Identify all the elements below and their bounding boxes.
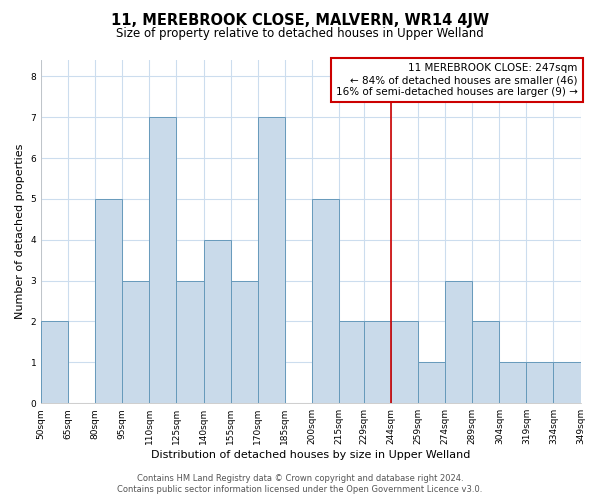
Text: Size of property relative to detached houses in Upper Welland: Size of property relative to detached ho… [116, 28, 484, 40]
Bar [312, 199, 339, 403]
Bar [41, 322, 68, 403]
Bar [391, 322, 418, 403]
Text: 11 MEREBROOK CLOSE: 247sqm
← 84% of detached houses are smaller (46)
16% of semi: 11 MEREBROOK CLOSE: 247sqm ← 84% of deta… [336, 64, 578, 96]
Bar [499, 362, 526, 403]
Bar [230, 280, 257, 403]
Bar [553, 362, 581, 403]
Bar [122, 280, 149, 403]
Bar [364, 322, 391, 403]
Bar [339, 322, 364, 403]
Bar [203, 240, 230, 403]
Bar [418, 362, 445, 403]
X-axis label: Distribution of detached houses by size in Upper Welland: Distribution of detached houses by size … [151, 450, 470, 460]
Bar [257, 117, 284, 403]
Bar [176, 280, 203, 403]
Text: Contains HM Land Registry data © Crown copyright and database right 2024.
Contai: Contains HM Land Registry data © Crown c… [118, 474, 482, 494]
Bar [95, 199, 122, 403]
Bar [472, 322, 499, 403]
Y-axis label: Number of detached properties: Number of detached properties [15, 144, 25, 320]
Text: 11, MEREBROOK CLOSE, MALVERN, WR14 4JW: 11, MEREBROOK CLOSE, MALVERN, WR14 4JW [111, 12, 489, 28]
Bar [149, 117, 176, 403]
Bar [445, 280, 472, 403]
Bar [526, 362, 553, 403]
